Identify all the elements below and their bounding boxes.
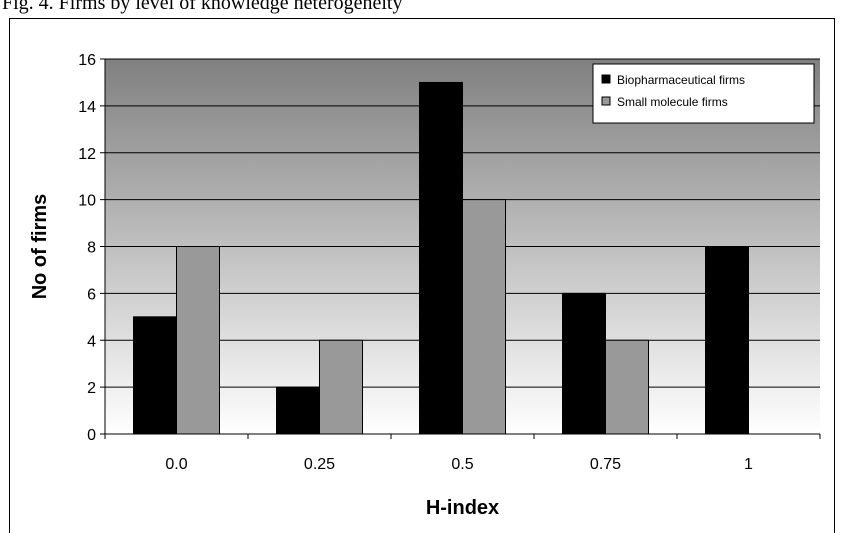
bar-small-molecule-firms	[462, 199, 506, 435]
y-tick-label: 14	[78, 99, 96, 116]
y-tick-label: 12	[78, 146, 96, 163]
legend-swatch	[601, 74, 611, 84]
y-tick-label: 16	[78, 52, 96, 69]
x-tick-label: 1	[744, 456, 753, 473]
legend-box	[592, 63, 815, 124]
bar-biopharmaceutical-firms	[419, 81, 463, 435]
bar-biopharmaceutical-firms	[133, 316, 177, 435]
legend: Biopharmaceutical firms Small molecule fi…	[592, 63, 815, 124]
y-tick-label: 6	[87, 286, 96, 303]
x-tick-label: 0.0	[165, 456, 187, 473]
axes: 0 2 4 6 8 10 12 14 16 0.0 0.25 0.5 0.75 1	[78, 52, 821, 473]
y-tick-label: 10	[78, 193, 96, 210]
bars	[133, 81, 749, 435]
y-tick-label: 4	[87, 333, 96, 350]
x-tick-label: 0.75	[590, 456, 621, 473]
bar-biopharmaceutical-firms	[276, 386, 320, 435]
y-axis-title: No of firms	[29, 194, 51, 300]
y-tick-label: 0	[87, 427, 96, 444]
legend-label: Small molecule firms	[617, 95, 728, 109]
bar-small-molecule-firms	[176, 246, 220, 435]
figure-caption: Fig. 4. Firms by level of knowledge hete…	[2, 0, 403, 14]
bar-biopharmaceutical-firms	[562, 292, 606, 435]
y-tick-label: 2	[87, 380, 96, 397]
bar-small-molecule-firms	[605, 339, 649, 435]
legend-label: Biopharmaceutical firms	[617, 73, 745, 87]
bar-small-molecule-firms	[319, 339, 363, 435]
x-tick-label: 0.25	[304, 456, 335, 473]
x-tick-label: 0.5	[451, 456, 473, 473]
bar-biopharmaceutical-firms	[705, 246, 749, 435]
y-tick-label: 8	[87, 240, 96, 257]
x-axis-title: H-index	[426, 497, 499, 519]
legend-swatch	[601, 96, 611, 106]
